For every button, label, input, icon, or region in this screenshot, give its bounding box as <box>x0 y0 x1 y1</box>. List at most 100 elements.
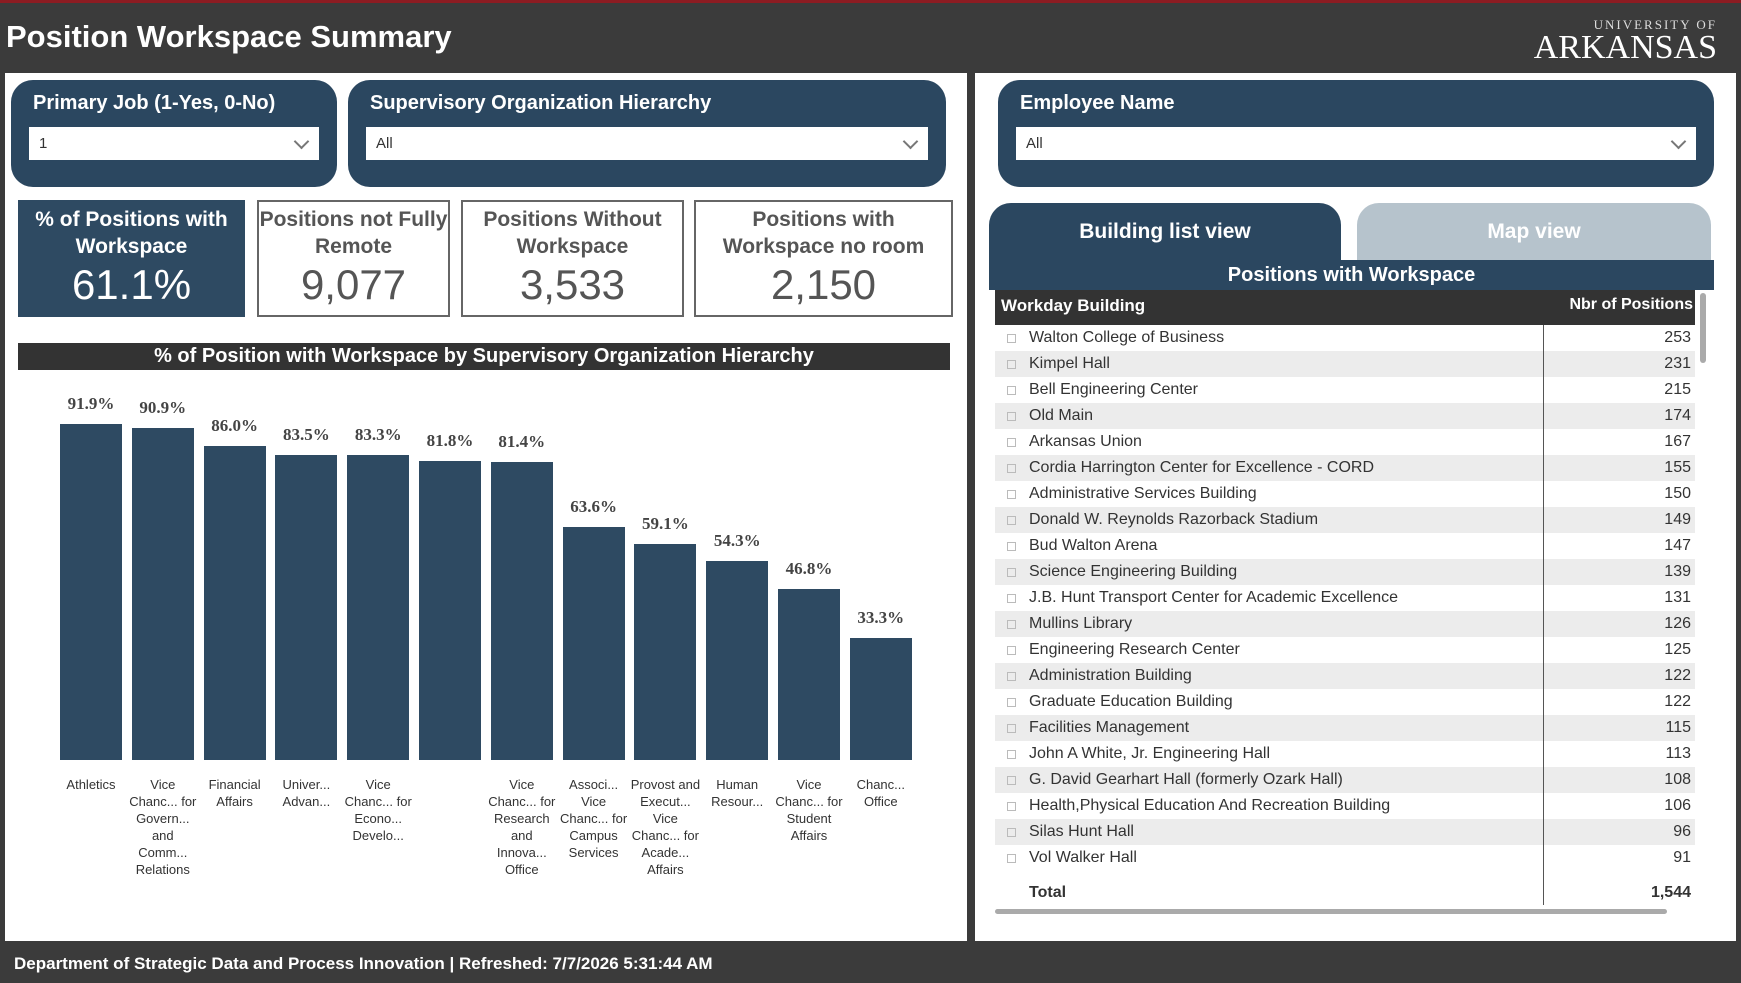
scrollbar[interactable] <box>995 909 1667 914</box>
page-title: Position Workspace Summary <box>6 19 452 54</box>
filter[interactable]: Employee Name All <box>998 80 1714 187</box>
bar[interactable] <box>634 543 697 760</box>
expand-icon <box>1007 776 1016 785</box>
expand-icon <box>1007 516 1016 525</box>
expand-icon <box>1007 620 1016 629</box>
table-row[interactable]: Arkansas Union 167 <box>995 429 1695 455</box>
table-title: Positions with Workspace <box>989 260 1714 290</box>
table-row[interactable]: G. David Gearhart Hall (formerly Ozark H… <box>995 767 1695 793</box>
tab[interactable]: Building list view <box>989 203 1341 260</box>
dropdown[interactable]: All <box>1016 127 1696 160</box>
cell: 167 <box>1664 433 1691 450</box>
scrollbar[interactable] <box>1700 293 1706 363</box>
cell: Administrative Services Building <box>1029 485 1257 502</box>
cell: Science Engineering Building <box>1029 563 1238 580</box>
bar[interactable] <box>778 588 840 760</box>
table-row[interactable]: Donald W. Reynolds Razorback Stadium 149 <box>995 507 1695 533</box>
table-row[interactable]: Engineering Research Center 125 <box>995 637 1695 663</box>
bar[interactable] <box>706 561 769 760</box>
cell: 139 <box>1664 563 1691 580</box>
data-label: 54.3% <box>713 531 761 551</box>
bar[interactable] <box>347 455 410 760</box>
x-tick-label: Human Resour... <box>711 777 764 809</box>
table-row[interactable]: Walton College of Business 253 <box>995 325 1695 351</box>
table-row[interactable]: Administration Building 122 <box>995 663 1695 689</box>
data-label: 63.6% <box>570 497 617 517</box>
x-tick-label: Vice Chanc... for Student Affairs <box>775 777 843 843</box>
footer: Department of Strategic Data and Process… <box>0 945 1741 983</box>
expand-icon <box>1007 646 1016 655</box>
bar[interactable] <box>562 527 625 760</box>
expand-icon <box>1007 802 1016 811</box>
table-row[interactable]: Mullins Library 126 <box>995 611 1695 637</box>
cell: 126 <box>1664 615 1691 632</box>
table-row[interactable]: Bell Engineering Center 215 <box>995 377 1695 403</box>
table-row[interactable]: Administrative Services Building 150 <box>995 481 1695 507</box>
kpi-card: Positions not Fully Remote 9,077 <box>257 200 450 317</box>
filter[interactable]: Primary Job (1-Yes, 0-No) 1 <box>11 80 337 187</box>
logo-text: ARKANSAS <box>1533 29 1717 66</box>
data-label: 81.8% <box>426 430 474 450</box>
table-row[interactable]: J.B. Hunt Transport Center for Academic … <box>995 585 1695 611</box>
table-row[interactable]: Science Engineering Building 139 <box>995 559 1695 585</box>
cell: Kimpel Hall <box>1029 355 1110 372</box>
table-row[interactable]: Kimpel Hall 231 <box>995 351 1695 377</box>
bar[interactable] <box>203 445 266 760</box>
expand-icon <box>1007 490 1016 499</box>
cell: 108 <box>1664 771 1691 788</box>
cell: Health,Physical Education And Recreation… <box>1029 797 1391 814</box>
bar[interactable] <box>275 454 338 760</box>
expand-icon <box>1007 724 1016 733</box>
kpi-value: 2,150 <box>770 261 877 308</box>
bar[interactable] <box>419 460 481 760</box>
table-header: Workday Building Nbr of Positions <box>995 290 1695 325</box>
bar[interactable] <box>60 424 122 760</box>
kpi-card: Positions with Workspace no room 2,150 <box>694 200 953 317</box>
table-row[interactable]: Health,Physical Education And Recreation… <box>995 793 1695 819</box>
expand-icon <box>1007 828 1016 837</box>
cell: J.B. Hunt Transport Center for Academic … <box>1029 589 1399 606</box>
table-row[interactable]: Graduate Education Building 122 <box>995 689 1695 715</box>
bar[interactable] <box>490 462 553 760</box>
column-header[interactable]: Workday Building <box>1001 296 1146 315</box>
bar[interactable] <box>849 638 912 760</box>
cell: 122 <box>1664 667 1691 684</box>
table-row[interactable]: John A White, Jr. Engineering Hall 113 <box>995 741 1695 767</box>
expand-icon <box>1007 594 1016 603</box>
table-row[interactable]: Old Main 174 <box>995 403 1695 429</box>
cell: 150 <box>1664 485 1691 502</box>
header: Position Workspace Summary UNIVERSITY OF… <box>0 0 1741 68</box>
table-row[interactable]: Facilities Management 115 <box>995 715 1695 741</box>
table-row[interactable]: Cordia Harrington Center for Excellence … <box>995 455 1695 481</box>
cell: Cordia Harrington Center for Excellence … <box>1029 459 1375 476</box>
cell: 174 <box>1664 407 1691 424</box>
kpi-card: % of Positions with Workspace 61.1% <box>18 200 245 317</box>
expand-icon <box>1007 386 1016 395</box>
cell: 1,544 <box>1650 884 1691 901</box>
tab[interactable]: Map view <box>1357 203 1711 260</box>
column-header[interactable]: Nbr of Positions <box>1569 296 1693 313</box>
filter-label: Employee Name <box>1020 92 1175 114</box>
cell: 122 <box>1664 693 1691 710</box>
expand-icon <box>1007 854 1016 863</box>
expand-icon <box>1007 334 1016 343</box>
footer-text: Department of Strategic Data and Process… <box>14 954 455 973</box>
x-tick-label: Vice Chanc... for Research and Innova...… <box>488 777 556 877</box>
kpi-value: 9,077 <box>300 261 407 308</box>
cell: 147 <box>1664 537 1691 554</box>
dropdown[interactable]: 1 <box>29 127 319 160</box>
x-tick-label: Financial Affairs <box>208 777 261 809</box>
table-row[interactable]: Silas Hunt Hall 96 <box>995 819 1695 845</box>
filter[interactable]: Supervisory Organization Hierarchy All <box>348 80 946 187</box>
data-label: 59.1% <box>642 513 689 533</box>
logo-text: UNIVERSITY OF <box>1593 17 1717 32</box>
dropdown[interactable]: All <box>366 127 928 160</box>
bar[interactable] <box>131 427 194 760</box>
cell: Mullins Library <box>1029 615 1133 632</box>
table-row[interactable]: Vol Walker Hall 91 <box>995 845 1695 871</box>
x-tick-label: Athletics <box>66 777 116 792</box>
table-row[interactable]: Bud Walton Arena 147 <box>995 533 1695 559</box>
expand-icon <box>1007 672 1016 681</box>
cell: Silas Hunt Hall <box>1029 823 1134 840</box>
